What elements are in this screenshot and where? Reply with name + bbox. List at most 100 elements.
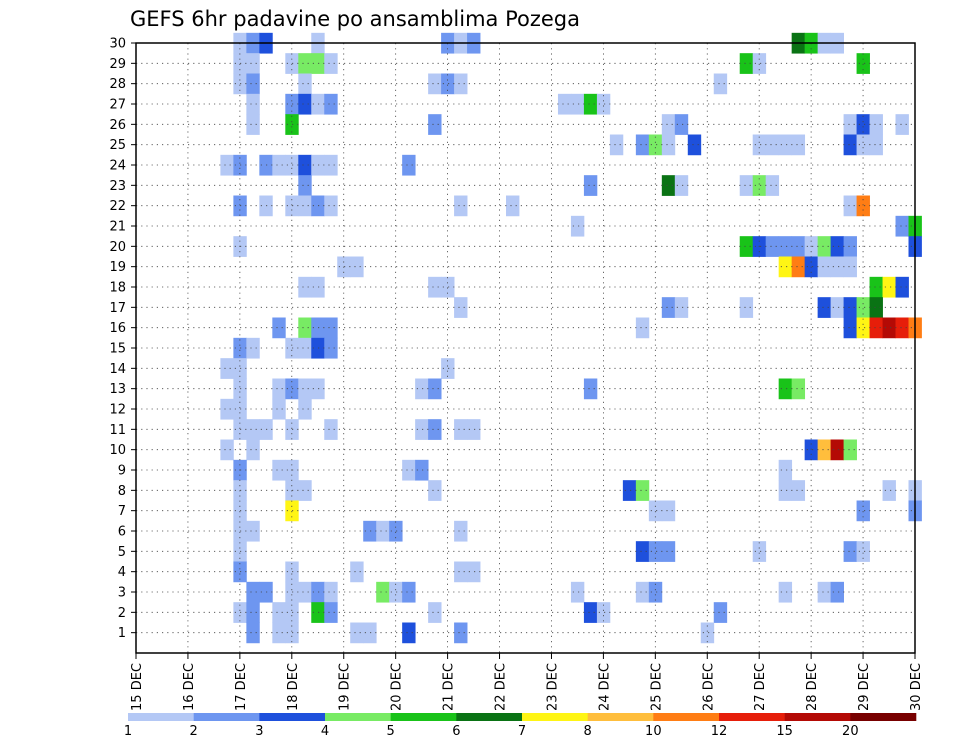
heatmap-cell xyxy=(454,297,468,318)
heatmap-cell xyxy=(298,378,312,400)
heatmap-cell xyxy=(869,134,883,156)
y-tick-label: 9 xyxy=(118,464,126,479)
y-tick-label: 18 xyxy=(109,281,126,296)
x-tick-label: 15 DEC xyxy=(130,663,145,711)
heatmap-cell xyxy=(752,541,767,562)
y-tick-label: 27 xyxy=(109,98,126,113)
heatmap-cell xyxy=(622,480,637,501)
y-tick-label: 17 xyxy=(109,301,126,316)
heatmap-cell xyxy=(830,256,844,278)
heatmap-cell xyxy=(713,602,728,623)
heatmap-cell xyxy=(843,541,857,562)
heatmap-cell xyxy=(739,53,754,74)
heatmap-cell xyxy=(635,541,650,562)
heatmap-cell xyxy=(778,581,793,603)
colorbar-label: 6 xyxy=(452,724,460,739)
y-tick-label: 10 xyxy=(109,443,126,458)
heatmap-cell xyxy=(298,317,312,339)
heatmap-cell xyxy=(739,297,754,318)
heatmap-cell xyxy=(272,602,286,623)
heatmap-cell xyxy=(389,581,403,603)
heatmap-cell xyxy=(298,581,312,603)
y-tick-label: 8 xyxy=(118,484,126,499)
heatmap-cell xyxy=(895,114,909,135)
heatmap-cell xyxy=(843,256,857,278)
heatmap-cell xyxy=(817,297,832,318)
heatmap-cells xyxy=(220,32,922,644)
heatmap-cell xyxy=(635,480,650,501)
heatmap-cell xyxy=(869,317,883,339)
x-tick-label: 19 DEC xyxy=(338,663,353,711)
heatmap-cell xyxy=(454,419,468,440)
heatmap-cell xyxy=(791,134,806,156)
heatmap-cell xyxy=(298,175,312,196)
heatmap-cell xyxy=(778,134,793,156)
heatmap-cell xyxy=(246,419,260,440)
colorbar-swatch xyxy=(128,713,194,721)
colorbar-label: 3 xyxy=(255,724,263,739)
y-tick-label: 21 xyxy=(109,220,126,235)
heatmap-cell xyxy=(856,317,870,339)
heatmap-cell xyxy=(324,195,338,217)
heatmap-cell xyxy=(298,195,312,217)
heatmap-cell xyxy=(441,358,455,379)
y-tick-label: 4 xyxy=(118,565,126,580)
heatmap-cell xyxy=(428,419,442,440)
heatmap-cell xyxy=(298,398,312,420)
heatmap-cell xyxy=(246,93,260,115)
colorbar-swatch xyxy=(390,713,457,721)
colorbar-label: 15 xyxy=(776,724,793,739)
y-axis: 1234567891011121314151617181920212223242… xyxy=(109,37,136,641)
heatmap-cell xyxy=(428,276,442,298)
heatmap-cell xyxy=(324,154,338,176)
heatmap-cell xyxy=(570,215,585,237)
heatmap-cell xyxy=(441,276,455,298)
heatmap-cell xyxy=(609,134,624,156)
y-tick-label: 30 xyxy=(109,37,126,52)
heatmap-cell xyxy=(804,439,819,461)
heatmap-cell xyxy=(583,378,598,400)
heatmap-cell xyxy=(583,602,598,623)
heatmap-cell xyxy=(635,581,650,603)
colorbar-swatch xyxy=(784,713,851,721)
heatmap-cell xyxy=(817,439,832,461)
colorbar-swatch xyxy=(456,713,523,721)
colorbar-label: 1 xyxy=(124,724,132,739)
heatmap-cell xyxy=(402,581,416,603)
y-tick-label: 12 xyxy=(109,403,126,418)
y-tick-label: 15 xyxy=(109,342,126,357)
heatmap-cell xyxy=(778,256,793,278)
heatmap-cell xyxy=(882,480,896,501)
heatmap-cell xyxy=(324,337,338,359)
heatmap-cell xyxy=(311,154,325,176)
heatmap-cell xyxy=(830,236,844,257)
y-tick-label: 3 xyxy=(118,586,126,601)
heatmap-cell xyxy=(635,317,650,339)
x-tick-label: 24 DEC xyxy=(597,663,612,711)
heatmap-cell xyxy=(506,195,520,217)
heatmap-cell xyxy=(869,297,883,318)
heatmap-cell xyxy=(389,520,403,542)
heatmap-cell xyxy=(752,134,767,156)
heatmap-cell xyxy=(817,236,832,257)
heatmap-cell xyxy=(311,93,325,115)
heatmap-cell xyxy=(272,459,286,481)
y-tick-label: 2 xyxy=(118,606,126,621)
colorbar-label: 4 xyxy=(321,724,329,739)
y-tick-label: 29 xyxy=(109,57,126,72)
heatmap-cell xyxy=(272,378,286,400)
heatmap-cell xyxy=(713,73,728,95)
x-tick-label: 20 DEC xyxy=(390,663,405,711)
heatmap-cell xyxy=(441,73,455,95)
heatmap-cell xyxy=(843,195,857,217)
x-tick-label: 16 DEC xyxy=(182,663,197,711)
heatmap-cell xyxy=(467,419,481,440)
heatmap-cell xyxy=(428,73,442,95)
y-tick-label: 24 xyxy=(109,159,126,174)
heatmap-cell xyxy=(246,73,260,95)
heatmap-cell xyxy=(415,459,429,481)
colorbar-label: 2 xyxy=(190,724,198,739)
colorbar-swatch xyxy=(193,713,260,721)
x-tick-label: 28 DEC xyxy=(805,663,820,711)
